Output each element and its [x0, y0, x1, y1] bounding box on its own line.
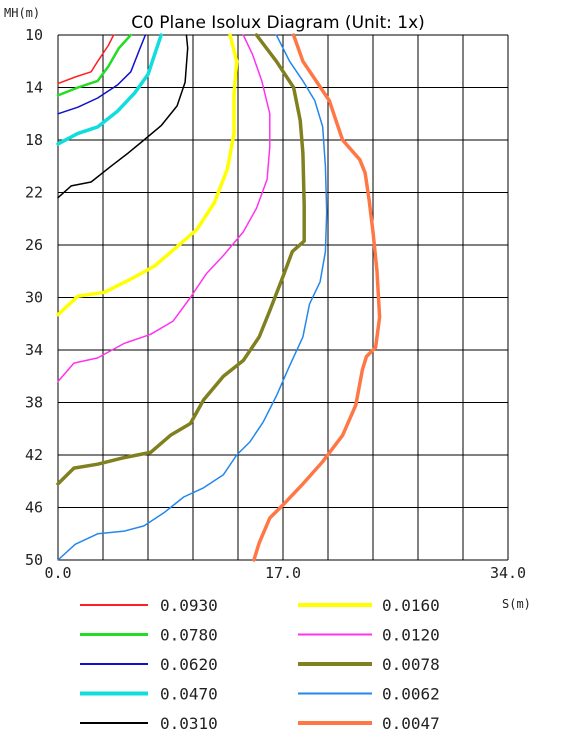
isolux-curve-0.0310 — [57, 34, 189, 199]
legend-label: 0.0780 — [160, 626, 218, 645]
legend-label: 0.0620 — [160, 655, 218, 674]
tick-labels: 10 14 18 22 26 30 34 38 42 46 500.0 17.0 34.0 — [25, 26, 526, 582]
y-tick-label: 46 — [25, 499, 43, 517]
isolux-curve-0.0062 — [57, 34, 328, 561]
y-tick-label: 10 — [25, 26, 43, 44]
x-tick-label: 17.0 — [265, 564, 301, 582]
isolux-curves — [56, 33, 382, 562]
legend-label: 0.0047 — [382, 714, 440, 733]
y-tick-label: 42 — [25, 446, 43, 464]
x-tick-label: 34.0 — [490, 564, 526, 582]
x-tick-label: 0.0 — [44, 564, 71, 582]
legend-label: 0.0310 — [160, 714, 218, 733]
isolux-curve-0.0120 — [57, 34, 271, 383]
legend-label: 0.0120 — [382, 626, 440, 645]
y-tick-label: 50 — [25, 551, 43, 569]
y-tick-label: 26 — [25, 236, 43, 254]
isolux-curve-0.0930 — [57, 34, 115, 85]
x-axis-label: S(m) — [502, 597, 531, 611]
isolux-curve-0.0078 — [56, 33, 306, 486]
isolux-curve-0.0620 — [57, 34, 147, 115]
legend-label: 0.0062 — [382, 685, 440, 704]
y-tick-label: 30 — [25, 289, 43, 307]
y-tick-label: 14 — [25, 79, 43, 97]
isolux-curve-0.0160 — [56, 33, 239, 317]
y-axis-label: MH(m) — [4, 6, 40, 20]
isolux-curve-0.0470 — [56, 33, 163, 146]
y-tick-label: 34 — [25, 341, 43, 359]
y-tick-label: 38 — [25, 394, 43, 412]
legend-label: 0.0930 — [160, 596, 218, 615]
legend-label: 0.0078 — [382, 655, 440, 674]
isolux-curve-0.0780 — [56, 33, 133, 97]
legend-label: 0.0160 — [382, 596, 440, 615]
legend-label: 0.0470 — [160, 685, 218, 704]
grid — [57, 34, 509, 561]
legend: 0.0930 0.0780 0.0620 0.0470 0.0310 0.0160 0.01… — [80, 596, 440, 733]
chart-title: C0 Plane Isolux Diagram (Unit: 1x) — [131, 13, 425, 33]
y-tick-label: 18 — [25, 131, 43, 149]
isolux-curve-0.0047 — [252, 33, 382, 562]
y-tick-label: 22 — [25, 184, 43, 202]
